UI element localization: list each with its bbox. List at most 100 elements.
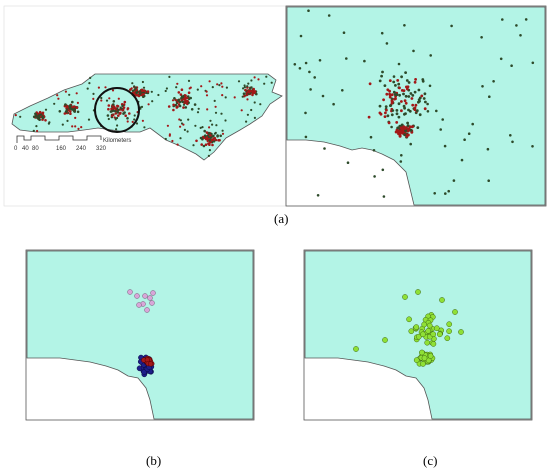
state-point <box>32 115 36 119</box>
state-point <box>202 135 205 138</box>
state-point <box>124 114 127 117</box>
state-point <box>142 86 146 89</box>
state-point <box>221 94 224 97</box>
zoom-point <box>447 189 451 193</box>
state-point <box>88 82 91 85</box>
zoom-point <box>323 147 326 150</box>
zoom-point <box>345 57 348 60</box>
green-cluster-point <box>353 346 359 352</box>
state-point <box>107 104 111 107</box>
zoom-point <box>403 126 407 130</box>
state-point <box>225 86 228 89</box>
state-point <box>129 88 132 91</box>
zoom-point <box>444 192 447 195</box>
green-cluster-point <box>406 316 412 323</box>
zoom-point <box>413 106 417 110</box>
state-point <box>121 109 124 112</box>
state-point <box>74 116 77 119</box>
zoom-point <box>499 57 503 61</box>
state-point <box>242 92 246 95</box>
state-point <box>126 120 129 123</box>
zoom-point <box>293 63 297 66</box>
green-cluster-point <box>439 297 445 303</box>
state-point <box>63 112 67 115</box>
zoom-point <box>308 70 311 74</box>
state-point <box>211 86 214 89</box>
zoom-point <box>346 161 350 164</box>
zoom-point <box>316 194 320 197</box>
state-point <box>173 97 176 100</box>
state-point <box>253 116 256 119</box>
state-point <box>138 90 142 93</box>
state-point <box>247 91 251 94</box>
zoom-point <box>395 121 399 124</box>
state-point <box>181 100 184 104</box>
zoom-point <box>395 109 399 112</box>
state-point <box>32 129 35 132</box>
zoom-point <box>403 99 407 103</box>
state-point <box>147 103 150 106</box>
state-point <box>202 144 206 148</box>
state-point <box>19 115 22 118</box>
zoom-point <box>304 111 307 115</box>
zoom-point <box>421 78 425 81</box>
state-point <box>216 135 219 138</box>
zoom-point <box>383 115 387 118</box>
zoom-point <box>404 129 408 133</box>
state-point <box>213 132 217 135</box>
scale-tick-0: 0 <box>14 146 18 152</box>
state-point <box>221 85 224 88</box>
panel-c-cluster-points <box>353 289 464 367</box>
zoom-point <box>391 109 395 112</box>
zoom-point <box>378 104 382 108</box>
state-point <box>113 109 117 113</box>
state-point <box>146 90 150 93</box>
state-point <box>57 97 60 100</box>
state-point <box>243 84 246 87</box>
state-point <box>110 114 114 117</box>
state-point <box>35 114 38 117</box>
zoom-point <box>414 78 417 81</box>
green-cluster-point <box>426 322 433 329</box>
state-point <box>113 116 116 119</box>
state-point <box>257 78 260 81</box>
zoom-point <box>423 92 427 96</box>
state-point <box>74 125 77 128</box>
zoom-point <box>428 84 432 88</box>
state-point <box>246 85 249 88</box>
state-point <box>216 83 219 86</box>
zoom-point <box>515 24 518 27</box>
state-point <box>237 80 241 83</box>
zoom-point <box>390 101 394 105</box>
state-point <box>108 97 111 100</box>
state-point <box>168 75 171 78</box>
state-point <box>176 143 179 146</box>
zoom-point <box>405 79 409 82</box>
state-point <box>133 85 136 88</box>
state-point <box>64 103 67 106</box>
state-point <box>193 103 197 106</box>
state-point <box>69 104 72 107</box>
zoom-point <box>304 135 308 139</box>
zoom-point <box>332 102 335 106</box>
green-cluster-point <box>420 361 426 367</box>
zoom-point <box>381 70 384 74</box>
zoom-point <box>388 92 391 96</box>
state-point <box>58 110 62 113</box>
state-point <box>61 123 64 126</box>
green-cluster-point <box>430 331 437 338</box>
state-point <box>187 91 191 94</box>
zoom-point <box>417 88 421 92</box>
zoom-point <box>426 110 430 113</box>
zoom-point <box>385 108 388 112</box>
zoom-point <box>403 106 406 110</box>
state-point <box>114 107 117 111</box>
state-point <box>251 93 254 97</box>
state-point <box>131 82 134 85</box>
state-point <box>204 135 207 138</box>
state-point <box>220 112 223 115</box>
state-point <box>39 113 43 116</box>
zoom-point <box>396 79 400 82</box>
state-point <box>242 87 245 90</box>
state-point <box>114 112 118 115</box>
